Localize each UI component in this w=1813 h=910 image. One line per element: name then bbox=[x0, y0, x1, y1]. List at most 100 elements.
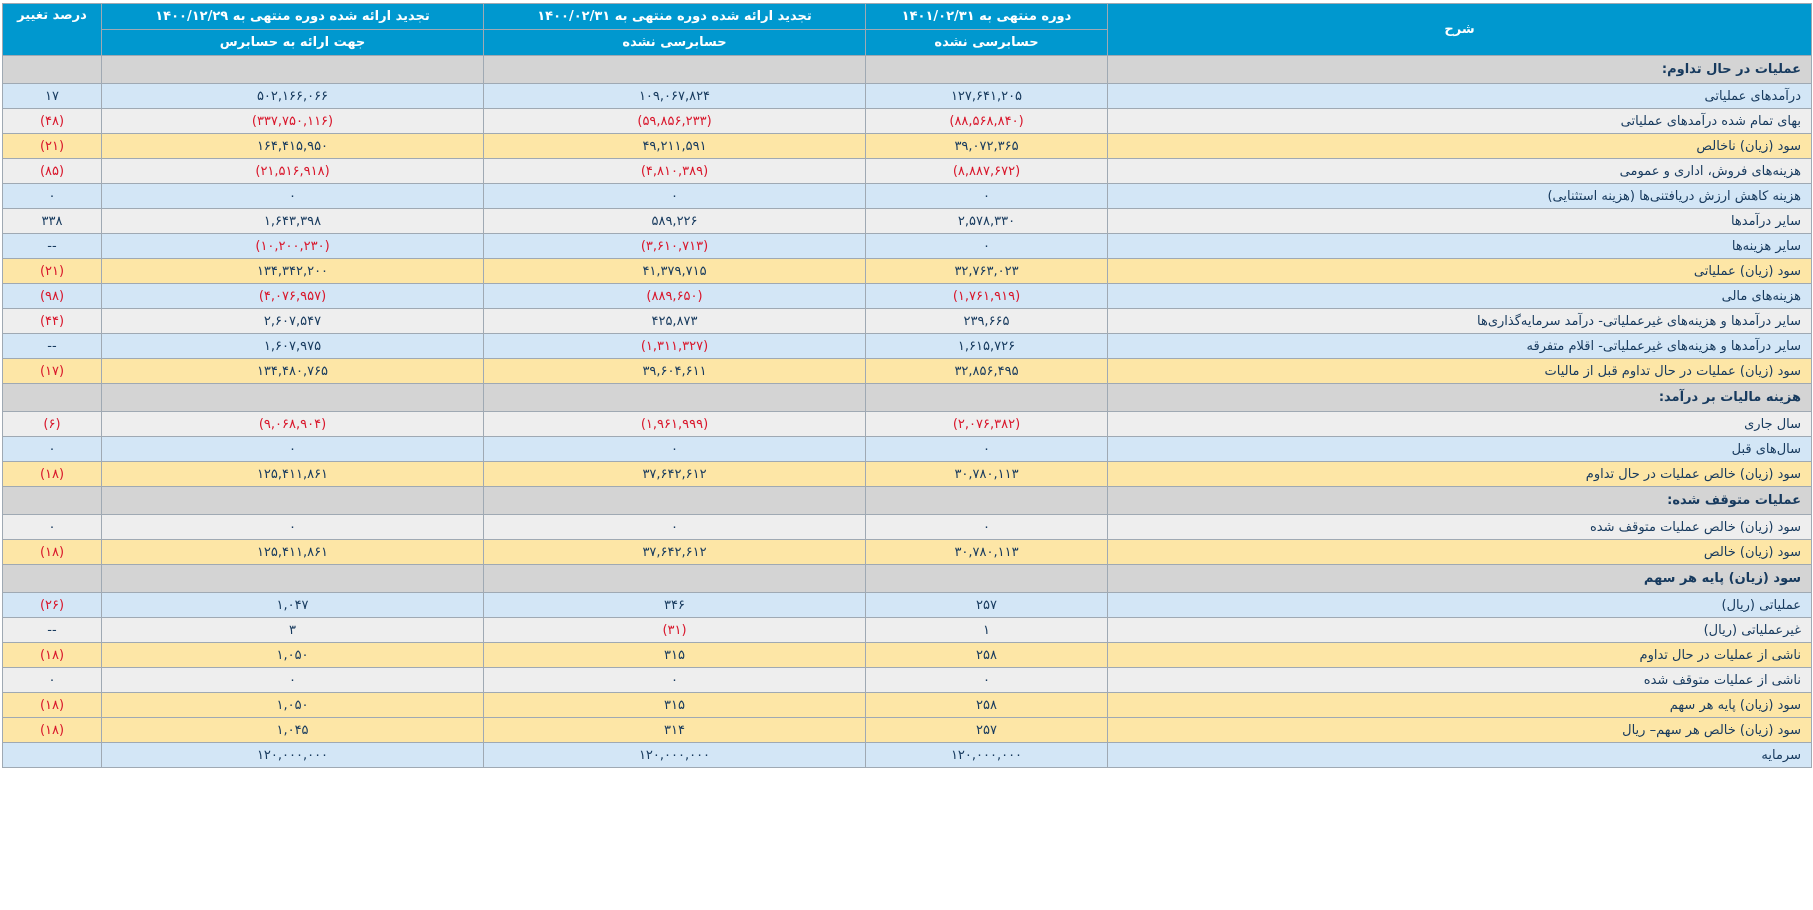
cell-change-percent bbox=[2, 383, 102, 412]
table-row: سایر درآمدها و هزینه‌های غیرعملیاتی- اقل… bbox=[2, 333, 1812, 359]
cell-period-prev: ۳۴۶ bbox=[483, 592, 866, 618]
table-row: سال جاری (۲,۰۷۶,۳۸۲) (۱,۹۶۱,۹۹۹) (۹,۰۶۸,۹۰۴… bbox=[2, 411, 1812, 437]
cell-period-current: ۳۹,۰۷۲,۳۶۵ bbox=[865, 133, 1108, 159]
header-period-prev: تجدید ارائه شده دوره منتهی به ۱۴۰۰/۰۲/۳۱ bbox=[483, 3, 866, 30]
table-row: سود (زیان) عملیاتی ۳۲,۷۶۳,۰۲۳ ۴۱,۳۷۹,۷۱۵ ۱۳… bbox=[2, 258, 1812, 284]
cell-period-prev: (۳۱) bbox=[483, 617, 866, 643]
header-row: شرح دوره منتهی به ۱۴۰۱/۰۲/۳۱ تجدید ارائه… bbox=[2, 3, 1812, 56]
table-row: بهای تمام شده درآمدهای عملیاتی (۸۸,۵۶۸,۸۴… bbox=[2, 108, 1812, 134]
cell-period-prev: ۰ bbox=[483, 667, 866, 693]
cell-period-year: (۳۳۷,۷۵۰,۱۱۶) bbox=[101, 108, 484, 134]
table-row: هزینه‌های فروش، اداری و عمومی (۸,۸۸۷,۶۷۲)… bbox=[2, 158, 1812, 184]
cell-change-percent: (۱۸) bbox=[2, 461, 102, 487]
cell-period-year: ۳ bbox=[101, 617, 484, 643]
header-period-current-status: حسابرسی نشده bbox=[865, 29, 1108, 56]
cell-period-year: ۱,۶۰۷,۹۷۵ bbox=[101, 333, 484, 359]
cell-period-prev: (۱,۳۱۱,۳۲۷) bbox=[483, 333, 866, 359]
row-label: سود (زیان) پایه هر سهم bbox=[1107, 564, 1812, 593]
table-row: هزینه‌های مالی (۱,۷۶۱,۹۱۹) (۸۸۹,۶۵۰) (۴,۰۷۶… bbox=[2, 283, 1812, 309]
cell-period-current: ۳۲,۸۵۶,۴۹۵ bbox=[865, 358, 1108, 384]
cell-period-prev: ۰ bbox=[483, 436, 866, 462]
table-row: سود (زیان) عملیات در حال تداوم قبل از ما… bbox=[2, 358, 1812, 384]
row-label: سود (زیان) خالص bbox=[1107, 539, 1812, 565]
cell-change-percent: (۹۸) bbox=[2, 283, 102, 309]
cell-period-year bbox=[101, 486, 484, 515]
row-label: هزینه مالیات بر درآمد: bbox=[1107, 383, 1812, 412]
financial-statement: شرح دوره منتهی به ۱۴۰۱/۰۲/۳۱ تجدید ارائه… bbox=[2, 3, 1812, 768]
row-label: سود (زیان) خالص عملیات متوقف شده bbox=[1107, 514, 1812, 540]
cell-period-year: ۱۲۵,۴۱۱,۸۶۱ bbox=[101, 461, 484, 487]
row-label: سایر درآمدها و هزینه‌های غیرعملیاتی- اقل… bbox=[1107, 333, 1812, 359]
row-label: سود (زیان) عملیاتی bbox=[1107, 258, 1812, 284]
cell-change-percent: -- bbox=[2, 617, 102, 643]
table-row: درآمدهای عملیاتی ۱۲۷,۶۴۱,۲۰۵ ۱۰۹,۰۶۷,۸۲۴ ۵۰… bbox=[2, 83, 1812, 109]
table-row: سود (زیان) خالص عملیات متوقف شده ۰ ۰ ۰ ۰ bbox=[2, 514, 1812, 540]
cell-period-prev bbox=[483, 486, 866, 515]
cell-change-percent bbox=[2, 55, 102, 84]
cell-period-current: ۱ bbox=[865, 617, 1108, 643]
row-label: عملیات متوقف شده: bbox=[1107, 486, 1812, 515]
row-label: سود (زیان) خالص عملیات در حال تداوم bbox=[1107, 461, 1812, 487]
row-label: سایر هزینه‌ها bbox=[1107, 233, 1812, 259]
cell-period-prev: (۴,۸۱۰,۳۸۹) bbox=[483, 158, 866, 184]
row-label: هزینه‌های فروش، اداری و عمومی bbox=[1107, 158, 1812, 184]
cell-period-current: (۲,۰۷۶,۳۸۲) bbox=[865, 411, 1108, 437]
cell-change-percent: -- bbox=[2, 333, 102, 359]
cell-period-year: ۱,۰۴۷ bbox=[101, 592, 484, 618]
table-header: شرح دوره منتهی به ۱۴۰۱/۰۲/۳۱ تجدید ارائه… bbox=[2, 3, 1812, 56]
table-row: سایر هزینه‌ها ۰ (۳,۶۱۰,۷۱۳) (۱۰,۲۰۰,۲۳۰) -- bbox=[2, 233, 1812, 259]
cell-change-percent: (۱۸) bbox=[2, 539, 102, 565]
cell-period-current: ۰ bbox=[865, 233, 1108, 259]
cell-period-prev: (۳,۶۱۰,۷۱۳) bbox=[483, 233, 866, 259]
cell-period-year bbox=[101, 564, 484, 593]
row-label: عملیات در حال تداوم: bbox=[1107, 55, 1812, 84]
row-label: سود (زیان) عملیات در حال تداوم قبل از ما… bbox=[1107, 358, 1812, 384]
cell-period-year: ۱,۰۵۰ bbox=[101, 692, 484, 718]
section-row: عملیات متوقف شده: bbox=[2, 486, 1812, 515]
cell-change-percent: (۲۱) bbox=[2, 133, 102, 159]
cell-change-percent: (۱۷) bbox=[2, 358, 102, 384]
cell-period-current: ۰ bbox=[865, 667, 1108, 693]
cell-period-year: ۱۲۰,۰۰۰,۰۰۰ bbox=[101, 742, 484, 768]
cell-period-current: ۱,۶۱۵,۷۲۶ bbox=[865, 333, 1108, 359]
cell-period-prev: ۴۲۵,۸۷۳ bbox=[483, 308, 866, 334]
row-label: غیرعملیاتی (ریال) bbox=[1107, 617, 1812, 643]
cell-period-current bbox=[865, 383, 1108, 412]
table-body: عملیات در حال تداوم: درآمدهای عملیاتی ۱۲۷,… bbox=[2, 55, 1812, 768]
row-label: سایر درآمدها و هزینه‌های غیرعملیاتی- درآ… bbox=[1107, 308, 1812, 334]
cell-period-current: ۲۵۷ bbox=[865, 592, 1108, 618]
cell-period-prev: (۱,۹۶۱,۹۹۹) bbox=[483, 411, 866, 437]
cell-period-current: ۳۰,۷۸۰,۱۱۳ bbox=[865, 461, 1108, 487]
cell-period-prev: ۰ bbox=[483, 183, 866, 209]
header-change-percent: درصد تغییر bbox=[2, 3, 102, 56]
cell-period-current: ۲۵۷ bbox=[865, 717, 1108, 743]
cell-period-prev bbox=[483, 564, 866, 593]
cell-period-current: (۱,۷۶۱,۹۱۹) bbox=[865, 283, 1108, 309]
cell-period-prev: ۳۹,۶۰۴,۶۱۱ bbox=[483, 358, 866, 384]
cell-period-current: ۲۳۹,۶۶۵ bbox=[865, 308, 1108, 334]
cell-change-percent: ۰ bbox=[2, 183, 102, 209]
cell-period-current: ۰ bbox=[865, 514, 1108, 540]
header-period-year-status: جهت ارائه به حسابرس bbox=[101, 29, 484, 56]
cell-period-prev bbox=[483, 383, 866, 412]
cell-period-prev: ۳۷,۶۴۲,۶۱۲ bbox=[483, 461, 866, 487]
row-label: درآمدهای عملیاتی bbox=[1107, 83, 1812, 109]
header-description: شرح bbox=[1107, 3, 1812, 56]
cell-period-current bbox=[865, 564, 1108, 593]
table-row: سود (زیان) پایه هر سهم ۲۵۸ ۳۱۵ ۱,۰۵۰ (۱۸) bbox=[2, 692, 1812, 718]
row-label: سال‌های قبل bbox=[1107, 436, 1812, 462]
cell-change-percent: (۲۱) bbox=[2, 258, 102, 284]
cell-period-prev bbox=[483, 55, 866, 84]
cell-change-percent: (۸۵) bbox=[2, 158, 102, 184]
cell-period-year: (۱۰,۲۰۰,۲۳۰) bbox=[101, 233, 484, 259]
table-row: سایر درآمدها و هزینه‌های غیرعملیاتی- درآ… bbox=[2, 308, 1812, 334]
cell-period-year bbox=[101, 55, 484, 84]
row-label: سایر درآمدها bbox=[1107, 208, 1812, 234]
table-row: سود (زیان) ناخالص ۳۹,۰۷۲,۳۶۵ ۴۹,۲۱۱,۵۹۱ ۱۶۴… bbox=[2, 133, 1812, 159]
cell-period-current: ۱۲۷,۶۴۱,۲۰۵ bbox=[865, 83, 1108, 109]
table-row: ناشی از عملیات در حال تداوم ۲۵۸ ۳۱۵ ۱,۰۵۰ (۱… bbox=[2, 642, 1812, 668]
cell-period-year: (۲۱,۵۱۶,۹۱۸) bbox=[101, 158, 484, 184]
cell-change-percent: (۱۸) bbox=[2, 692, 102, 718]
row-label: عملیاتی (ریال) bbox=[1107, 592, 1812, 618]
cell-period-prev: ۰ bbox=[483, 514, 866, 540]
